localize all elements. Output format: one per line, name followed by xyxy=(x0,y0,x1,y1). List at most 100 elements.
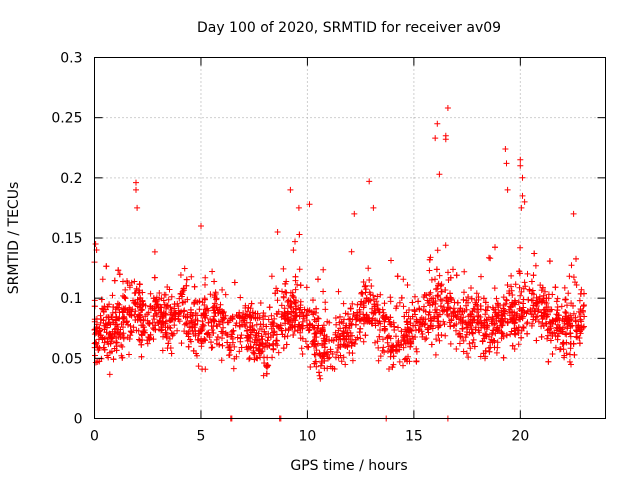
data-point xyxy=(103,263,110,270)
data-point xyxy=(463,350,470,357)
data-point xyxy=(284,317,291,324)
data-point xyxy=(139,297,146,304)
data-point xyxy=(175,316,182,323)
data-point xyxy=(376,333,383,340)
data-point xyxy=(254,315,261,322)
data-point xyxy=(118,321,125,327)
data-point xyxy=(542,307,548,313)
data-point xyxy=(341,342,348,349)
data-point xyxy=(251,350,258,357)
data-point xyxy=(167,325,174,332)
data-point xyxy=(268,325,275,332)
data-point xyxy=(345,311,351,318)
data-point xyxy=(268,273,275,280)
data-point xyxy=(494,327,501,334)
data-point xyxy=(238,332,245,339)
data-point xyxy=(187,336,193,343)
data-point xyxy=(518,288,525,295)
data-point xyxy=(443,295,450,302)
data-point xyxy=(290,308,297,315)
data-point xyxy=(156,296,163,303)
chart-title: Day 100 of 2020, SRMTID for receiver av0… xyxy=(197,20,501,36)
data-point xyxy=(298,345,305,352)
data-point xyxy=(416,305,423,312)
data-point xyxy=(546,258,553,265)
x-tick-label: 5 xyxy=(196,429,205,445)
data-point xyxy=(427,289,434,296)
data-point xyxy=(215,318,222,325)
data-point xyxy=(160,312,167,319)
data-point xyxy=(302,338,309,345)
data-point xyxy=(310,338,316,345)
data-point xyxy=(219,286,226,293)
data-point xyxy=(327,348,334,355)
data-point xyxy=(502,146,509,152)
data-point xyxy=(491,285,498,292)
data-point xyxy=(521,309,528,316)
data-point xyxy=(280,345,287,352)
data-point xyxy=(243,328,250,334)
data-point xyxy=(403,355,409,362)
data-point xyxy=(132,289,139,296)
data-point xyxy=(248,300,255,307)
data-point xyxy=(508,283,515,290)
data-point xyxy=(305,344,312,351)
x-tick-label: 10 xyxy=(299,429,317,445)
data-point xyxy=(320,266,327,273)
data-point xyxy=(202,310,209,316)
data-point xyxy=(377,353,384,360)
data-point xyxy=(516,284,523,291)
data-point xyxy=(180,299,187,306)
x-axis-label: GPS time / hours xyxy=(290,458,407,474)
data-point xyxy=(140,329,147,336)
data-point xyxy=(574,328,580,335)
data-point xyxy=(463,302,469,309)
data-point xyxy=(570,310,577,317)
data-point xyxy=(253,332,260,339)
data-point xyxy=(225,319,232,326)
data-point xyxy=(395,339,402,346)
data-point xyxy=(503,297,510,304)
data-point xyxy=(483,307,490,314)
data-point xyxy=(435,332,442,339)
data-point xyxy=(453,346,460,352)
data-point xyxy=(172,310,179,317)
data-point xyxy=(306,326,313,333)
data-point xyxy=(537,282,544,289)
data-point xyxy=(249,309,256,316)
data-point xyxy=(109,292,116,299)
data-point xyxy=(289,324,296,331)
data-point xyxy=(454,299,461,306)
data-point xyxy=(333,336,340,343)
y-tick-label: 0.05 xyxy=(51,351,82,367)
data-point xyxy=(382,326,389,333)
data-point xyxy=(363,311,370,318)
data-point xyxy=(393,333,399,340)
data-point xyxy=(395,324,401,331)
data-point xyxy=(209,327,216,333)
data-point xyxy=(202,281,208,288)
data-point xyxy=(482,311,489,318)
data-point xyxy=(150,295,157,302)
data-point xyxy=(262,340,269,347)
data-point xyxy=(360,320,367,327)
data-point xyxy=(426,256,433,263)
data-point xyxy=(171,322,178,329)
data-point xyxy=(517,162,524,169)
data-point xyxy=(342,361,349,368)
data-point xyxy=(111,330,118,337)
data-point xyxy=(99,305,106,312)
data-point xyxy=(121,314,128,321)
data-point xyxy=(447,274,454,281)
data-point xyxy=(389,364,396,371)
data-point xyxy=(144,340,151,347)
data-point xyxy=(183,276,190,283)
data-point xyxy=(538,299,545,306)
data-point xyxy=(503,332,510,339)
data-point xyxy=(404,333,411,340)
data-point xyxy=(273,322,280,329)
data-point xyxy=(311,341,318,348)
data-point xyxy=(195,363,202,370)
data-point xyxy=(281,315,288,322)
